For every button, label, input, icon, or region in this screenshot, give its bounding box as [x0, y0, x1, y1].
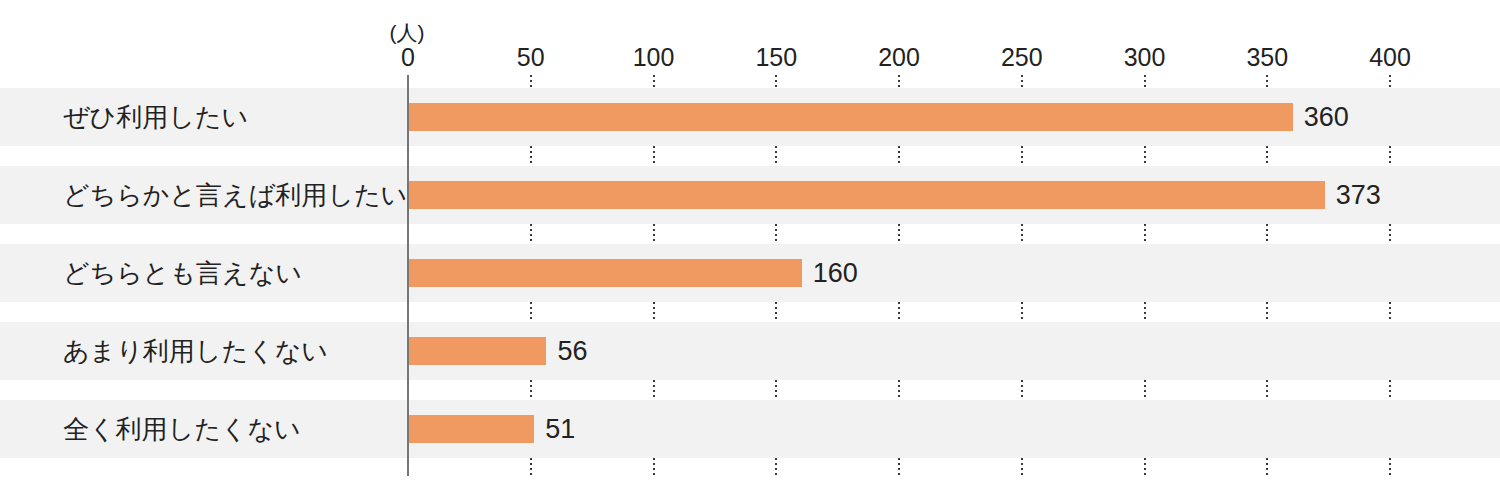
bar — [409, 259, 802, 287]
dotted-gridline — [1266, 146, 1268, 166]
dotted-gridline — [653, 75, 655, 88]
dotted-gridline — [1389, 224, 1391, 244]
dotted-gridline — [653, 380, 655, 400]
chart-row: あまり利用したくない 56 — [0, 322, 1500, 380]
value-label: 373 — [1336, 166, 1381, 224]
dotted-gridline — [775, 224, 777, 244]
chart-row: どちらとも言えない 160 — [0, 244, 1500, 302]
dotted-gridline — [898, 224, 900, 244]
axis-unit-label: (人) — [390, 22, 425, 44]
category-label: あまり利用したくない — [63, 322, 328, 380]
dotted-gridline — [1021, 224, 1023, 244]
bar — [409, 415, 534, 443]
dotted-gridline — [1144, 224, 1146, 244]
dotted-gridline — [1389, 75, 1391, 88]
x-axis-tick-label: 200 — [878, 44, 920, 70]
category-label: どちらかと言えば利用したい — [63, 166, 407, 224]
dotted-gridline — [775, 458, 777, 476]
category-label: ぜひ利用したい — [63, 88, 248, 146]
value-label: 51 — [545, 400, 575, 458]
dotted-gridline — [898, 458, 900, 476]
dotted-gridline — [653, 224, 655, 244]
dotted-gridline — [530, 458, 532, 476]
y-axis-line — [407, 75, 409, 476]
dotted-gridline — [1389, 380, 1391, 400]
category-label: 全く利用したくない — [63, 400, 301, 458]
dotted-gridline — [1021, 458, 1023, 476]
dotted-gridline — [898, 380, 900, 400]
chart-row: 全く利用したくない 51 — [0, 400, 1500, 458]
x-axis-tick-label: 350 — [1246, 44, 1288, 70]
dotted-gridline — [530, 75, 532, 88]
bar — [409, 337, 546, 365]
value-label: 360 — [1304, 88, 1349, 146]
x-axis-tick-label: 250 — [1001, 44, 1043, 70]
dotted-gridline — [775, 75, 777, 88]
dotted-gridline — [1266, 302, 1268, 322]
chart-row: どちらかと言えば利用したい 373 — [0, 166, 1500, 224]
value-label: 56 — [557, 322, 587, 380]
dotted-gridline — [530, 224, 532, 244]
dotted-gridline — [898, 146, 900, 166]
x-axis-tick-label: 0 — [401, 44, 415, 70]
dotted-gridline — [653, 302, 655, 322]
x-axis-tick-label: 150 — [755, 44, 797, 70]
dotted-gridline — [530, 146, 532, 166]
dotted-gridline — [1389, 302, 1391, 322]
bar — [409, 181, 1325, 209]
dotted-gridline — [775, 146, 777, 166]
dotted-gridline — [775, 380, 777, 400]
dotted-gridline — [1389, 146, 1391, 166]
x-axis-tick-label: 400 — [1369, 44, 1411, 70]
bar-chart: (人) 0 50 100 150 200 250 300 350 400 ぜひ利用したい 360… — [0, 0, 1500, 504]
dotted-gridline — [530, 302, 532, 322]
dotted-gridline — [1266, 458, 1268, 476]
dotted-gridline — [898, 302, 900, 322]
dotted-gridline — [653, 458, 655, 476]
dotted-gridline — [1266, 75, 1268, 88]
bar — [409, 103, 1293, 131]
x-axis-tick-label: 50 — [517, 44, 545, 70]
dotted-gridline — [1021, 146, 1023, 166]
dotted-gridline — [1266, 224, 1268, 244]
chart-row: ぜひ利用したい 360 — [0, 88, 1500, 146]
value-label: 160 — [813, 244, 858, 302]
dotted-gridline — [1144, 146, 1146, 166]
dotted-gridline — [653, 146, 655, 166]
dotted-gridline — [898, 75, 900, 88]
dotted-gridline — [1266, 380, 1268, 400]
category-label: どちらとも言えない — [63, 244, 302, 302]
dotted-gridline — [1021, 75, 1023, 88]
dotted-gridline — [1144, 380, 1146, 400]
dotted-gridline — [1144, 75, 1146, 88]
dotted-gridline — [1144, 302, 1146, 322]
dotted-gridline — [775, 302, 777, 322]
dotted-gridline — [1144, 458, 1146, 476]
dotted-gridline — [1021, 302, 1023, 322]
dotted-gridline — [1389, 458, 1391, 476]
dotted-gridline — [530, 380, 532, 400]
dotted-gridline — [1021, 380, 1023, 400]
x-axis-tick-label: 100 — [633, 44, 675, 70]
x-axis-tick-label: 300 — [1124, 44, 1166, 70]
